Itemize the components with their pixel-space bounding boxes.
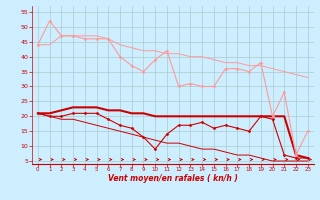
X-axis label: Vent moyen/en rafales ( kn/h ): Vent moyen/en rafales ( kn/h ): [108, 174, 238, 183]
